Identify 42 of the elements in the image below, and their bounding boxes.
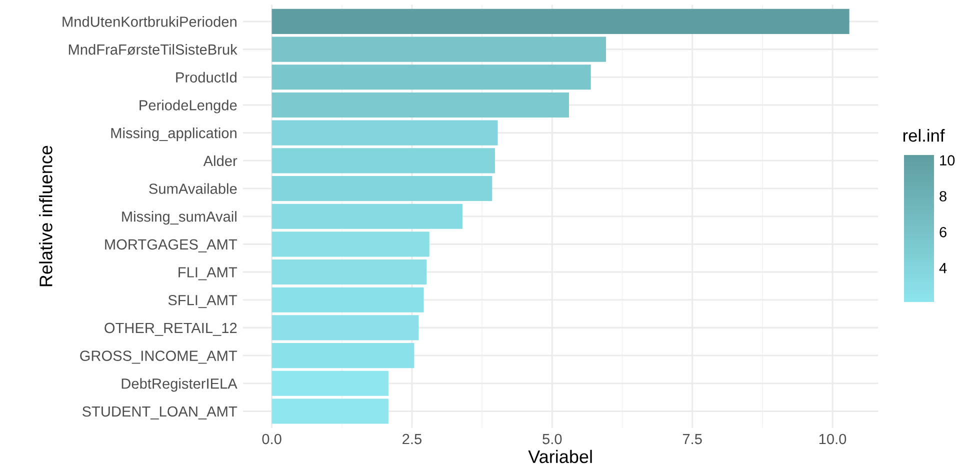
color-bar-title: rel.inf	[903, 128, 945, 142]
bar	[272, 176, 492, 202]
x-tick-label: 0.0	[262, 434, 282, 444]
y-tick-label: Alder	[203, 155, 238, 166]
y-tick-label: OTHER_RETAIL_12	[104, 322, 237, 336]
x-tick-label: 7.5	[682, 434, 702, 444]
bar	[272, 315, 419, 340]
y-tick-label: GROSS_INCOME_AMT	[80, 350, 238, 364]
color-bar-label: 10	[940, 155, 955, 166]
x-tick-label: 5.0	[542, 434, 562, 444]
y-tick-label: MndUtenKortbrukiPerioden	[62, 16, 236, 27]
y-tick-label: PeriodeLengde	[140, 100, 237, 114]
y-tick-label: SFLI_AMT	[168, 294, 238, 308]
y-tick-label: ProductId	[176, 72, 236, 83]
bar	[272, 287, 424, 312]
color-bar-label: 8	[940, 191, 946, 202]
x-axis-title: Variabel	[528, 450, 592, 464]
y-tick-label: DebtRegisterIELA	[122, 378, 238, 392]
x-tick-label: 2.5	[402, 434, 422, 444]
y-axis-title: Relative influence	[39, 146, 52, 286]
x-tick-label: 10.0	[819, 434, 846, 444]
y-tick-label: Missing_sumAvail	[122, 211, 236, 225]
bar	[272, 232, 430, 257]
y-tick-label: MndFraFørsteTilSisteBruk	[68, 44, 238, 55]
bar	[272, 343, 414, 368]
bar	[272, 204, 462, 229]
bar	[272, 259, 427, 285]
bar	[272, 398, 388, 424]
color-bar-label: 6	[940, 226, 946, 238]
y-tick-label: STUDENT_LOAN_AMT	[82, 406, 238, 420]
bar	[272, 64, 591, 90]
bar	[272, 8, 850, 34]
bar	[272, 92, 569, 118]
y-tick-label: MORTGAGES_AMT	[105, 239, 238, 252]
bar	[272, 148, 495, 174]
bar	[272, 370, 388, 396]
y-tick-label: Missing_application	[111, 128, 236, 142]
color-bar-label: 4	[939, 263, 947, 274]
y-tick-label: SumAvailable	[149, 183, 237, 194]
y-tick-label: FLI_AMT	[178, 267, 238, 280]
bar	[272, 120, 498, 146]
bar	[272, 36, 606, 62]
